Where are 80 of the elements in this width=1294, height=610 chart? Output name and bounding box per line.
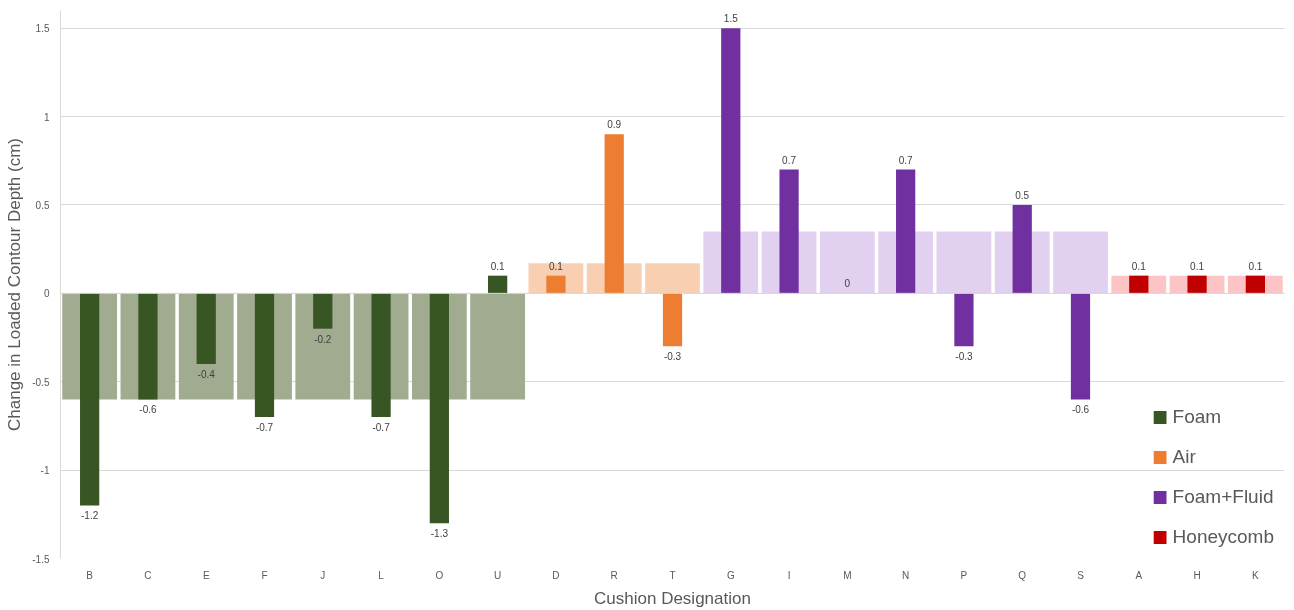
data-label: -0.3 [663,351,682,363]
bar [546,275,566,294]
data-label: -0.7 [255,422,274,434]
bar [721,28,741,294]
legend-label: Foam+Fluid [1172,486,1274,508]
data-label: 0.9 [607,119,622,131]
bar [1129,275,1149,294]
bar [936,231,992,294]
data-label: 0.1 [1190,260,1205,272]
x-tick-label: J [320,569,326,581]
data-label: 0.1 [490,260,506,272]
x-tick-label: D [552,569,560,581]
bar [138,293,158,400]
x-tick-label: R [610,569,618,581]
y-tick-label: 0.5 [35,199,50,211]
x-tick-label: P [960,569,968,581]
legend-label: Foam [1172,406,1222,428]
bar [779,169,799,294]
data-label: 0.1 [1131,260,1147,272]
x-tick-label: B [86,569,94,581]
bar [429,293,449,524]
bar [313,293,333,329]
bar [488,275,508,294]
x-tick-label: Q [1018,569,1027,581]
bar [662,293,683,347]
bar [645,263,700,294]
x-tick-label: F [261,569,268,581]
x-tick-label: L [378,569,385,581]
y-tick-label: -1 [40,465,50,477]
data-label: -0.4 [197,369,216,381]
x-tick-label: T [669,569,676,581]
data-label: 0.7 [898,154,914,166]
x-tick-label: E [202,569,210,581]
bar [1070,293,1091,400]
data-label: 0.5 [1015,189,1030,201]
data-label: 0.1 [1248,260,1263,272]
y-tick-label: -0.5 [32,376,50,388]
y-tick-label: 1 [43,111,50,123]
bar [371,293,391,418]
data-label: -0.6 [1071,404,1090,416]
bar [254,293,275,418]
x-tick-label: M [843,569,852,581]
x-tick-label: N [902,569,910,581]
legend-label: Air [1172,446,1196,468]
x-tick-label: H [1193,569,1201,581]
data-label: -1.3 [430,528,449,540]
y-tick-label: 1.5 [35,23,50,35]
bar [80,293,100,506]
x-tick-label: A [1135,569,1143,581]
data-label: -0.3 [955,351,973,363]
data-label: -0.6 [139,404,157,416]
x-tick-label: I [787,569,791,581]
y-tick-label: -1.5 [32,553,50,565]
x-tick-label: G [726,569,735,581]
y-axis-title: Change in Loaded Contour Depth (cm) [5,138,25,431]
bar [1012,204,1032,294]
data-label: -1.2 [81,510,99,522]
bar [1245,275,1265,294]
data-label: 0.7 [782,154,797,166]
bar [1053,231,1108,294]
bar [1187,275,1207,294]
data-label: 0 [844,278,851,290]
legend-label: Honeycomb [1172,526,1274,548]
x-tick-label: S [1077,569,1085,581]
x-tick-label: O [435,569,444,581]
x-tick-label: C [144,569,152,581]
data-label: -0.7 [372,422,391,434]
data-label: 0.1 [548,260,564,272]
bar [470,293,526,400]
bar [819,231,875,294]
bar [604,134,624,294]
x-tick-label: U [494,569,502,581]
x-tick-label: K [1252,569,1260,581]
bar [196,293,216,365]
bar [954,293,974,347]
y-tick-label: 0 [43,288,50,300]
x-axis-title: Cushion Designation [594,588,751,608]
data-label: -0.2 [314,333,332,345]
data-label: 1.5 [723,13,739,25]
bar [896,169,916,294]
